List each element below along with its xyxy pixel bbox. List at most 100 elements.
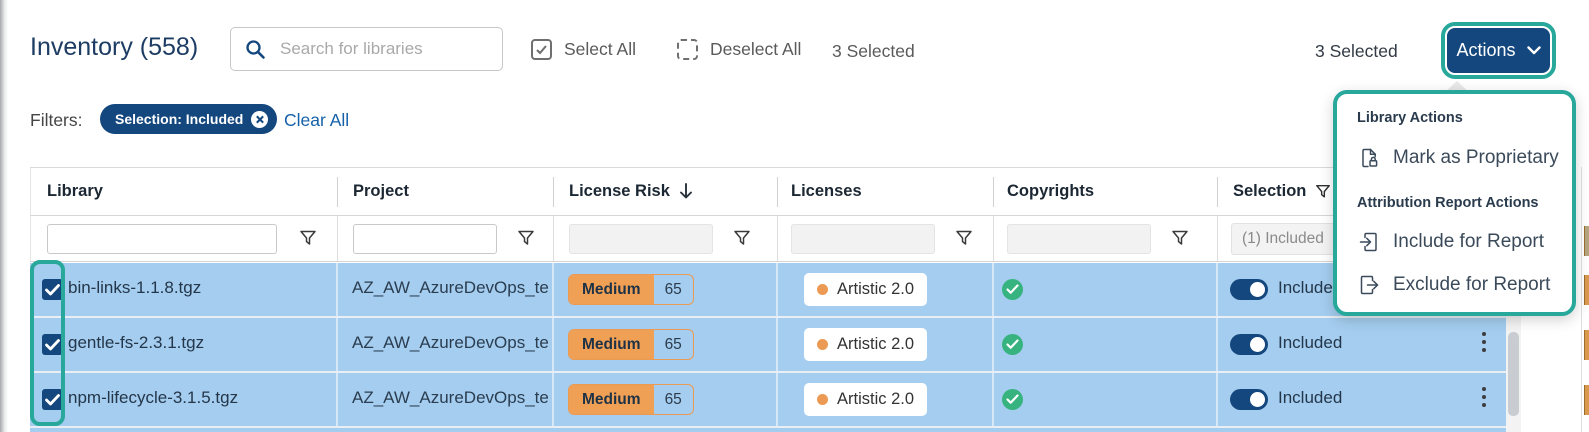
partial-next-row [30,428,1506,432]
table-row[interactable]: gentle-fs-2.3.1.tgz AZ_AW_AzureDevOps_te… [30,318,1506,371]
table-header-row: Library Project License Risk Licenses Co… [30,167,1506,216]
actions-button[interactable]: Actions [1441,22,1556,79]
column-header-copyrights[interactable]: Copyrights [1007,182,1095,200]
copyright-approved-icon [1002,279,1023,300]
file-lock-icon [1362,148,1378,168]
row-kebab-icon[interactable] [1478,332,1490,352]
header-divider [1217,177,1218,207]
chevron-down-icon [1526,46,1541,55]
filter-chip-label: Selection: Included [115,111,244,127]
license-risk-badge: Medium 65 [568,329,694,360]
row-kebab-icon[interactable] [1478,387,1490,407]
license-pill[interactable]: Artistic 2.0 [804,328,928,361]
deselect-all-icon [677,39,698,60]
selection-toggle-on[interactable] [1230,389,1268,410]
copyright-approved-icon [1002,389,1023,410]
header-divider [337,177,338,207]
menu-item-include-for-report[interactable]: Include for Report [1357,230,1544,254]
vertical-scrollbar-thumb[interactable] [1508,332,1519,416]
selection-filter-funnel-icon [1316,185,1331,198]
header-divider [993,177,994,207]
actions-selected-count: 3 Selected [1315,41,1398,61]
clipped-cell-fragment [1584,275,1589,305]
library-name: bin-links-1.1.8.tgz [68,278,202,297]
filter-row-divider [993,216,994,261]
filter-chip-selection-included[interactable]: Selection: Included [100,104,278,134]
risk-level: Medium [569,275,654,304]
header-divider [777,177,778,207]
column-header-license-risk[interactable]: License Risk [569,182,693,201]
risk-level: Medium [569,385,654,414]
library-filter-input[interactable] [47,224,277,254]
table-filter-row: (1) Included [30,216,1506,262]
copyright-approved-icon [1002,334,1023,355]
deselect-all-label: Deselect All [710,39,802,59]
row-checkbox-icon[interactable] [42,389,63,410]
search-icon [246,39,265,59]
risk-score: 65 [664,390,682,408]
page-title: Inventory (558) [30,33,199,61]
file-export-icon [1360,275,1379,295]
licenses-filter-funnel-icon[interactable] [955,229,973,247]
license-pill[interactable]: Artistic 2.0 [804,383,928,416]
deselect-all-button[interactable]: Deselect All [677,39,801,60]
license-risk-dot-icon [817,284,828,295]
project-name: AZ_AW_AzureDevOps_te [352,333,549,352]
project-name: AZ_AW_AzureDevOps_te [352,388,549,407]
select-all-button[interactable]: Select All [531,39,636,60]
library-name: gentle-fs-2.3.1.tgz [68,333,205,352]
filter-row-divider [777,216,778,261]
sort-desc-icon [679,183,692,199]
column-header-project[interactable]: Project [353,182,409,200]
copyrights-filter-input [1007,224,1151,254]
chip-close-icon[interactable] [251,110,269,128]
license-risk-filter-funnel-icon[interactable] [733,229,751,247]
header-divider [553,177,554,207]
filter-row-divider [1217,216,1218,261]
search-input[interactable] [280,39,480,59]
clipped-cell-fragment [1584,330,1589,360]
menu-item-exclude-for-report[interactable]: Exclude for Report [1357,273,1550,297]
row-separator [30,316,1506,318]
risk-score: 65 [664,280,682,298]
project-name: AZ_AW_AzureDevOps_te [352,278,549,297]
filter-row-divider [553,216,554,261]
risk-score: 65 [664,335,682,353]
selection-toggle-on[interactable] [1230,334,1268,355]
table-row[interactable]: bin-links-1.1.8.tgz AZ_AW_AzureDevOps_te… [30,263,1506,316]
select-all-icon [531,39,552,60]
file-import-icon [1359,232,1377,252]
license-pill[interactable]: Artistic 2.0 [804,273,928,306]
license-risk-dot-icon [817,394,828,405]
table-row[interactable]: npm-lifecycle-3.1.5.tgz AZ_AW_AzureDevOp… [30,373,1506,426]
row-checkbox-icon[interactable] [42,279,63,300]
licenses-filter-input [791,224,935,254]
menu-section-header: Attribution Report Actions [1357,195,1539,211]
selection-label: Included [1278,388,1343,407]
row-separator [30,371,1506,373]
column-header-licenses[interactable]: Licenses [791,182,862,200]
row-checkbox-icon[interactable] [42,334,63,355]
select-all-label: Select All [564,39,636,59]
selection-label: Included [1278,278,1343,297]
library-filter-funnel-icon[interactable] [299,229,317,247]
menu-section-header: Library Actions [1357,110,1463,126]
window-left-edge [0,0,8,432]
license-risk-badge: Medium 65 [568,274,694,305]
library-search[interactable] [230,27,503,71]
row-separator [30,426,1506,428]
selection-label: Included [1278,333,1343,352]
filters-label: Filters: [30,110,83,130]
selection-toggle-on[interactable] [1230,279,1268,300]
filter-row-divider [337,216,338,261]
column-header-library[interactable]: Library [47,182,103,200]
project-filter-input[interactable] [353,224,497,254]
menu-item-mark-as-proprietary[interactable]: Mark as Proprietary [1357,146,1559,170]
copyrights-filter-funnel-icon[interactable] [1171,229,1189,247]
project-filter-funnel-icon[interactable] [517,229,535,247]
actions-dropdown-menu: Library Actions Mark as Proprietary Attr… [1333,90,1576,316]
clear-all-link[interactable]: Clear All [284,110,350,130]
column-header-selection[interactable]: Selection [1233,182,1331,201]
selected-count: 3 Selected [832,41,915,61]
